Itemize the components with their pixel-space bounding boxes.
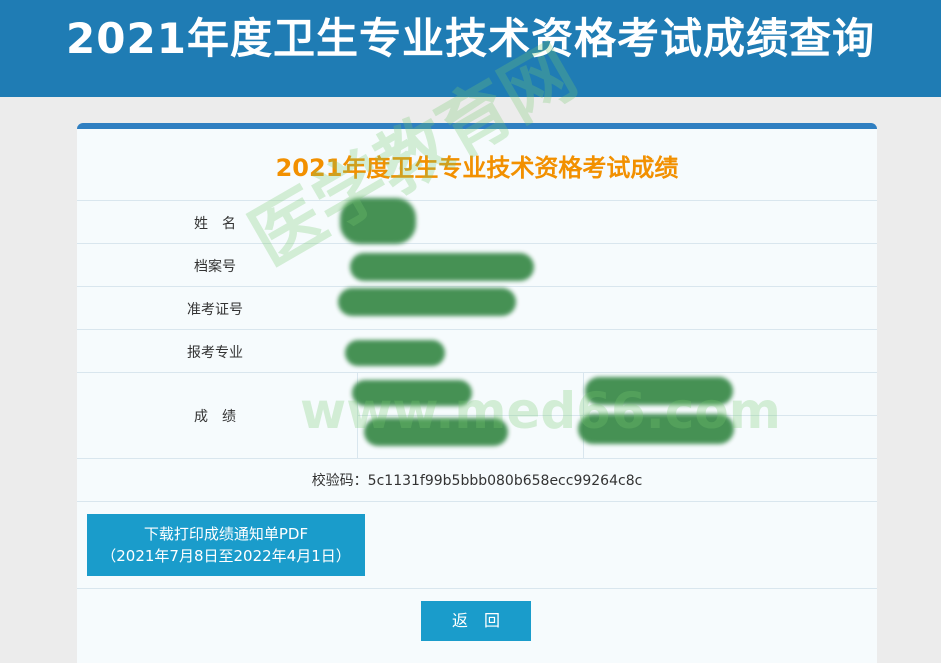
redaction [578,414,734,444]
row-line [77,286,877,287]
row-label: 报考专业 [187,345,243,361]
header-bar [0,0,941,97]
redaction [364,418,508,446]
row-label: 档案号 [194,259,236,275]
row-line [77,200,877,201]
redaction [345,340,445,366]
button-label: （2021年7月8日至2022年4月1日） [101,547,351,565]
checksum: 校验码：5c1131f99b5bbb080b658ecc99264c8c [311,473,643,489]
redaction [340,198,416,244]
redaction [352,380,472,406]
download-button[interactable]: 下载打印成绩通知单PDF （2021年7月8日至2022年4月1日） [87,514,365,576]
header-title: 2021年度卫生专业技术资格考试成绩查询 [66,14,875,63]
result-card [77,123,877,663]
col-line [357,372,358,458]
row-line [77,243,877,244]
row-label: 成 绩 [194,409,236,425]
row-line [77,372,877,373]
row-label: 准考证号 [187,302,243,318]
col-line [583,372,584,458]
button-label: 下载打印成绩通知单PDF [143,525,309,543]
row-line [77,588,877,589]
row-label: 姓 名 [194,216,236,232]
row-line [77,501,877,502]
back-button[interactable]: 返 回 [421,601,531,641]
redaction [338,288,516,316]
row-line [77,329,877,330]
card-title: 2021年度卫生专业技术资格考试成绩 [275,154,679,182]
redaction [585,377,733,405]
row-line [77,458,877,459]
redaction [350,253,534,281]
